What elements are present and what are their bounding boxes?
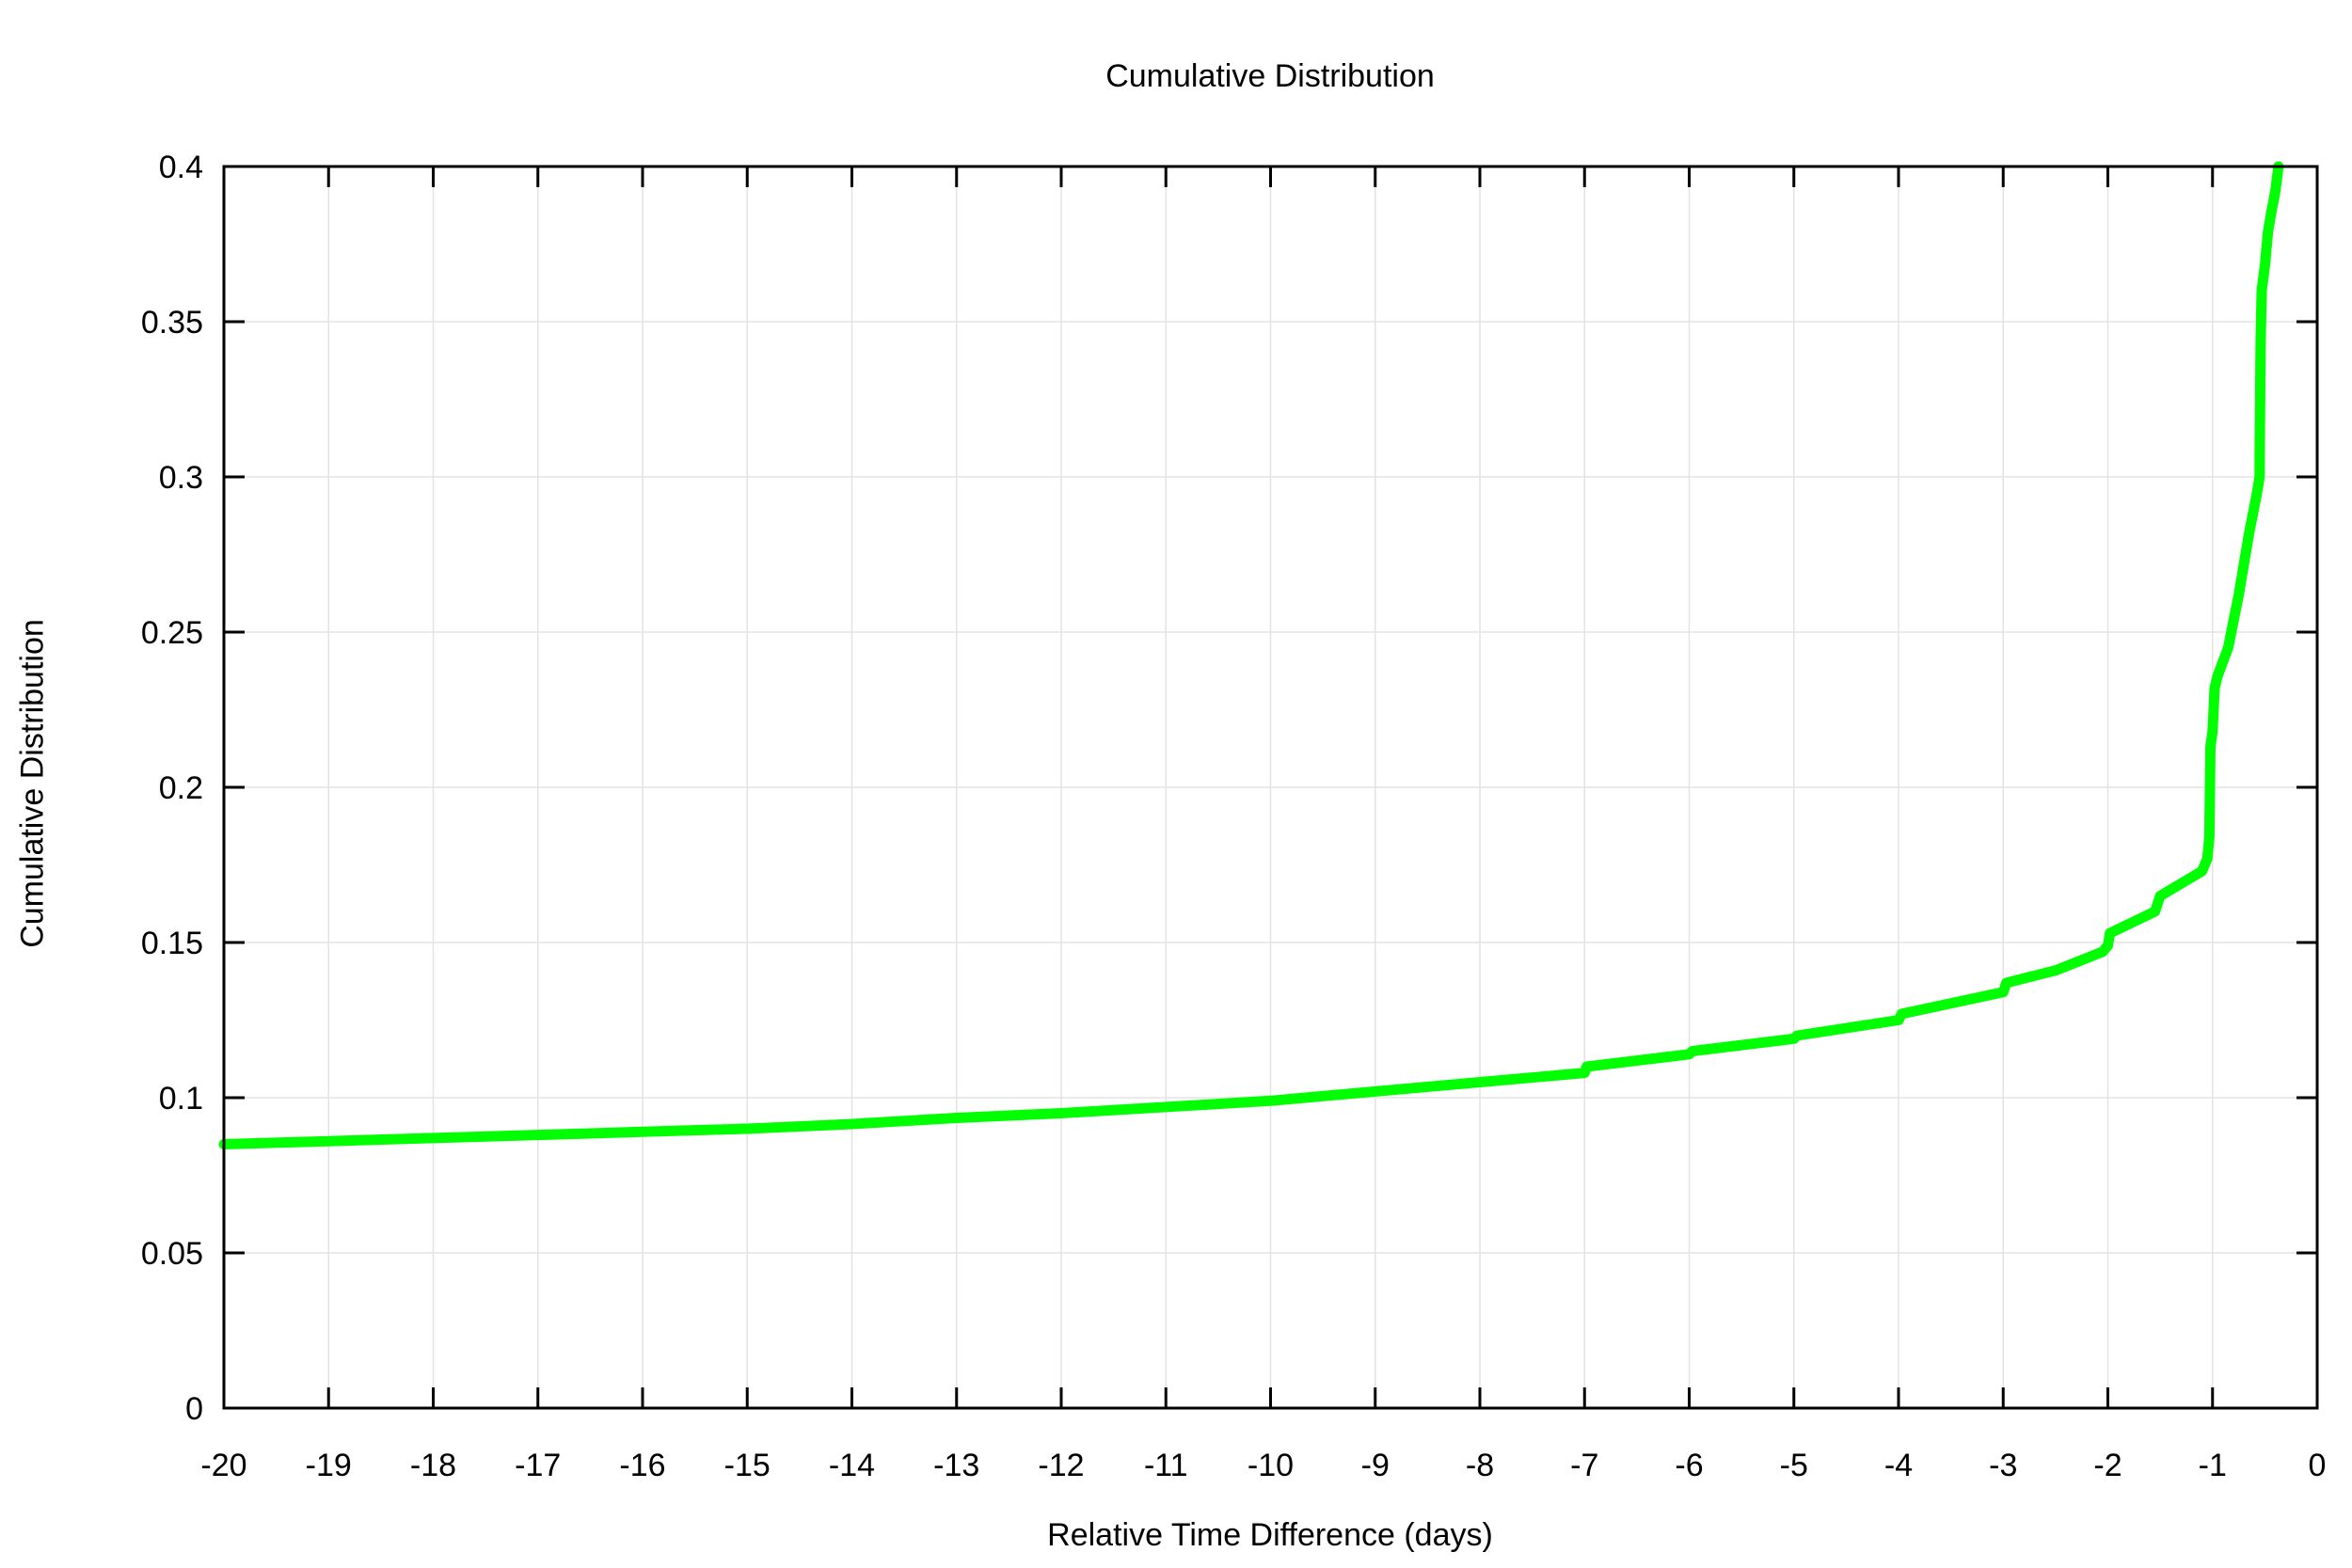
y-tick-label: 0 [185, 1391, 203, 1427]
x-tick-label: -10 [1248, 1448, 1294, 1483]
y-tick-label: 0.15 [141, 926, 203, 961]
x-tick-label: -5 [1780, 1448, 1808, 1483]
tick-labels: -20 -19 -18 -17 -16 -15 -14 -13 -12 -11 -10 -9 -8 -7-… [141, 150, 2327, 1483]
x-tick-label: -19 [306, 1448, 352, 1483]
series-group [218, 161, 2284, 1149]
y-tick-label: 0.1 [159, 1081, 203, 1117]
grid-lines [223, 166, 2318, 1409]
x-tick-label: -9 [1361, 1448, 1390, 1483]
x-axis-label: Relative Time Difference (days) [1047, 1517, 1493, 1553]
x-tick-label: -4 [1884, 1448, 1913, 1483]
x-tick-label: -12 [1038, 1448, 1084, 1483]
y-tick-label: 0.35 [141, 305, 203, 341]
y-tick-label: 0.25 [141, 615, 203, 651]
x-tick-label: -6 [1675, 1448, 1703, 1483]
series-line [218, 161, 2284, 1149]
plot-frame [222, 165, 2319, 1410]
x-tick-label: -20 [200, 1448, 246, 1483]
y-tick-label: 0.4 [159, 150, 203, 185]
x-tick-label: -15 [724, 1448, 771, 1483]
x-tick-label: -16 [619, 1448, 665, 1483]
y-tick-label: 0.05 [141, 1236, 203, 1272]
x-tick-label: -14 [829, 1448, 875, 1483]
x-tick-label: -3 [1989, 1448, 2017, 1483]
x-tick-label: -17 [515, 1448, 561, 1483]
y-tick-label: 0.2 [159, 770, 203, 806]
x-tick-label: -18 [410, 1448, 456, 1483]
x-tick-label: -1 [2199, 1448, 2227, 1483]
chart-title: Cumulative Distribution [1105, 58, 1435, 94]
x-tick-label: -2 [2093, 1448, 2122, 1483]
x-tick-label: 0 [2309, 1448, 2327, 1483]
x-tick-label: -11 [1144, 1448, 1188, 1483]
y-tick-label: 0.3 [159, 460, 203, 496]
x-tick-label: -8 [1466, 1448, 1494, 1483]
x-tick-label: -7 [1570, 1448, 1598, 1483]
x-tick-label: -13 [933, 1448, 979, 1483]
